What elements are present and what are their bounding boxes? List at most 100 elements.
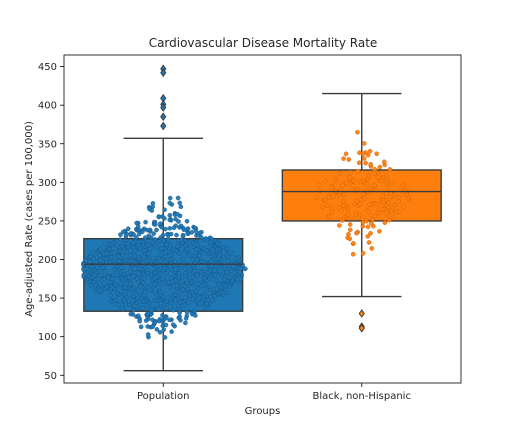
swarm-point [405,195,411,201]
swarm-point [344,180,349,186]
swarm-point [127,252,133,258]
swarm-point [186,300,191,305]
swarm-point [225,254,231,260]
swarm-point [238,276,243,281]
swarm-point [91,267,97,273]
swarm-point [154,244,159,250]
swarm-point [152,270,158,276]
swarm-point [164,306,169,311]
swarm-point [322,197,328,203]
swarm-point [356,160,362,166]
swarm-point [361,178,366,184]
swarm-point [371,171,377,176]
swarm-point [390,214,395,220]
axes-frame [63,54,462,384]
swarm-point [102,268,108,274]
swarm-point [97,281,103,286]
swarm-point [131,285,137,290]
swarm-point [131,240,137,245]
swarm-point [117,237,123,242]
swarm-point [396,209,402,214]
swarm-point [367,202,372,207]
swarm-point [158,258,163,264]
swarm-point [103,256,109,262]
swarm-point [183,316,189,321]
swarm-point [401,182,406,188]
swarm-point [136,271,142,277]
swarm-point [180,287,186,292]
swarm-point [237,270,243,275]
swarm-point [185,226,191,231]
swarm-point [357,202,363,207]
swarm-point [328,205,334,211]
swarm-point [187,275,193,281]
swarm-point [140,306,145,311]
swarm-point [348,170,353,175]
swarm-point [124,295,130,301]
swarm-point [338,171,343,176]
swarm-point [212,293,217,299]
outlier-point [160,121,167,131]
swarm-point [196,280,202,286]
swarm-point [126,274,132,280]
swarm-point [116,253,121,259]
swarm-point [199,229,204,235]
plot-area [81,64,442,372]
swarm-point [347,236,353,242]
swarm-point [137,266,143,271]
swarm-point [364,218,370,224]
swarm-point [351,241,356,246]
swarm-point [89,264,94,270]
swarm-point [152,320,157,326]
y-tick-label: 50 [44,371,57,382]
swarm-point [342,192,348,197]
swarm-point [142,289,148,295]
swarm-point [150,201,156,206]
swarm-point [201,259,207,264]
swarm-point [383,173,389,179]
swarm-point [88,253,93,259]
swarm-point [363,160,368,166]
swarm-point [197,295,202,300]
y-tick-label: 250 [38,216,57,227]
swarm-point [384,209,389,215]
swarm-point [167,285,172,290]
swarm-point [170,322,176,327]
swarm-point [145,324,151,329]
swarm-point [365,224,371,230]
swarm-point [125,226,131,232]
swarm-point [173,267,178,272]
swarm-point [167,195,173,201]
swarm-point [134,276,140,281]
swarm-point [341,203,346,209]
swarm-point [153,290,158,296]
swarm-point [138,284,143,290]
swarm-point [225,246,230,251]
swarm-point [360,250,366,256]
swarm-point [135,224,141,229]
swarm-point [174,283,179,288]
swarm-point [175,195,181,201]
swarm-point [123,258,129,263]
swarm-point [112,267,118,272]
swarm-point [401,204,406,210]
swarm-point [197,301,202,306]
swarm-point [174,232,179,238]
swarm-point [152,281,157,287]
series-group-0 [81,64,248,372]
swarm-point [161,327,167,332]
swarm-point [190,257,196,262]
swarm-point [219,273,224,279]
swarm-point [364,181,369,186]
swarm-point [167,217,173,223]
swarm-point [83,257,89,263]
swarm-point [230,278,235,283]
y-tick-label: 100 [38,332,57,343]
swarm-point [147,246,153,252]
swarm-point [178,204,184,210]
x-axis-label: Groups [245,406,281,417]
swarm-point [340,198,346,204]
swarm-point [141,298,146,304]
swarm-point [130,297,136,303]
